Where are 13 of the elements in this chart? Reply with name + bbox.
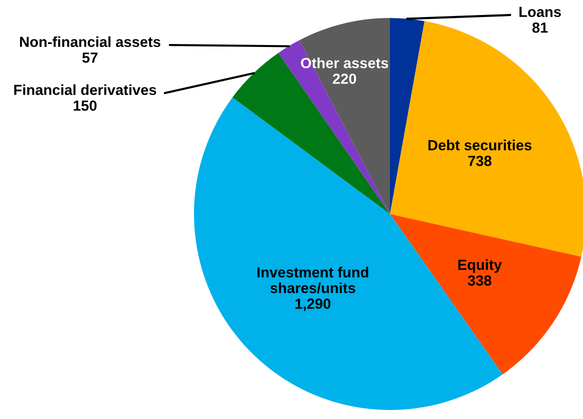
slice-label: Loans xyxy=(520,6,561,18)
slice-label: Equity xyxy=(458,259,502,273)
slice-label: Debt securities xyxy=(428,140,532,150)
data-label: 150 xyxy=(74,100,97,111)
slice-label: Non-financial assets xyxy=(20,36,160,48)
data-label: 220 xyxy=(332,74,356,84)
data-label: 57 xyxy=(82,52,98,63)
data-label: 738 xyxy=(468,156,492,166)
slice-label: Financial derivatives xyxy=(14,84,156,96)
data-label: 338 xyxy=(468,275,492,286)
data-label: 1,290 xyxy=(295,298,330,311)
slice-label: Investment fund shares/units xyxy=(257,266,368,294)
data-label: 81 xyxy=(532,22,548,33)
